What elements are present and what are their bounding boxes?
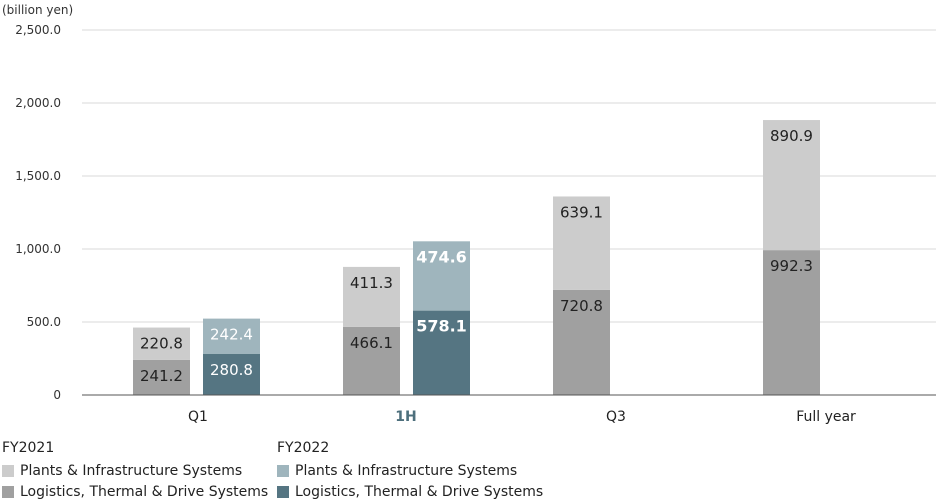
- data-label: 720.8: [560, 297, 603, 315]
- bar-segment: [413, 241, 470, 311]
- bar-segment: [413, 310, 470, 395]
- data-label: 890.9: [770, 127, 813, 145]
- x-tick-label: Q1: [188, 409, 208, 425]
- bars: 241.2 220.8 280.8 242.4 466.1 411.3 578.1 474.6…: [133, 120, 820, 395]
- y-tick-label: 500.0: [27, 315, 61, 329]
- bar-segment: [133, 359, 190, 395]
- y-tick-label: 1,500.0: [15, 169, 61, 183]
- legend-item: Plants & Infrastructure Systems: [277, 460, 543, 481]
- legend-label: Logistics, Thermal & Drive Systems: [295, 483, 544, 500]
- x-tick-label: 1H: [395, 409, 416, 425]
- data-label: 280.8: [210, 361, 253, 379]
- bar-segment: [133, 327, 190, 360]
- bar-segment: [763, 120, 820, 251]
- legend-label: Plants & Infrastructure Systems: [20, 462, 243, 479]
- legend-item: Logistics, Thermal & Drive Systems: [277, 481, 543, 502]
- y-tick-label: 0: [53, 388, 61, 402]
- legend-swatch: [2, 485, 14, 498]
- data-label: 241.2: [140, 367, 183, 385]
- bar-segment: [203, 354, 260, 395]
- legend-swatch: [277, 464, 289, 477]
- legend-label: Logistics, Thermal & Drive Systems: [20, 483, 269, 500]
- legend-swatch: [2, 464, 14, 477]
- bar-segment: [343, 266, 400, 327]
- legend-item: Plants & Infrastructure Systems: [2, 460, 268, 481]
- legend-fy2022: FY2022 Plants & Infrastructure Systems L…: [277, 440, 543, 502]
- legend-group-title: FY2021: [2, 440, 55, 456]
- bar-segment: [553, 289, 610, 395]
- legend-label: Plants & Infrastructure Systems: [295, 462, 518, 479]
- stacked-bar-chart: (billion yen) 0 500.0 1,000.0 1,500.0 2,000.…: [2, 3, 936, 425]
- legend-item: Logistics, Thermal & Drive Systems: [2, 481, 268, 502]
- data-label: 578.1: [416, 317, 467, 336]
- data-label: 466.1: [350, 334, 393, 352]
- bar-segment: [553, 196, 610, 290]
- data-label: 474.6: [416, 247, 467, 266]
- legend-group-title: FY2022: [277, 440, 330, 456]
- legend-fy2021: FY2021 Plants & Infrastructure Systems L…: [2, 440, 268, 502]
- data-label: 242.4: [210, 326, 253, 344]
- x-tick-label: Full year: [796, 409, 856, 425]
- bar-segment: [343, 326, 400, 395]
- unit-label: (billion yen): [2, 3, 73, 17]
- legend-swatch: [277, 485, 289, 498]
- y-tick-label: 1,000.0: [15, 242, 61, 256]
- x-axis: Q1 1H Q3 Full year: [82, 394, 936, 425]
- data-label: 411.3: [350, 274, 393, 292]
- data-label: 639.1: [560, 203, 603, 221]
- x-tick-label: Q3: [606, 409, 626, 425]
- y-tick-label: 2,000.0: [15, 96, 61, 110]
- y-tick-label: 2,500.0: [15, 23, 61, 37]
- y-axis: 0 500.0 1,000.0 1,500.0 2,000.0 2,500.0: [15, 23, 61, 402]
- data-label: 220.8: [140, 335, 183, 353]
- data-label: 992.3: [770, 257, 813, 275]
- bar-segment: [203, 318, 260, 355]
- bar-segment: [763, 250, 820, 395]
